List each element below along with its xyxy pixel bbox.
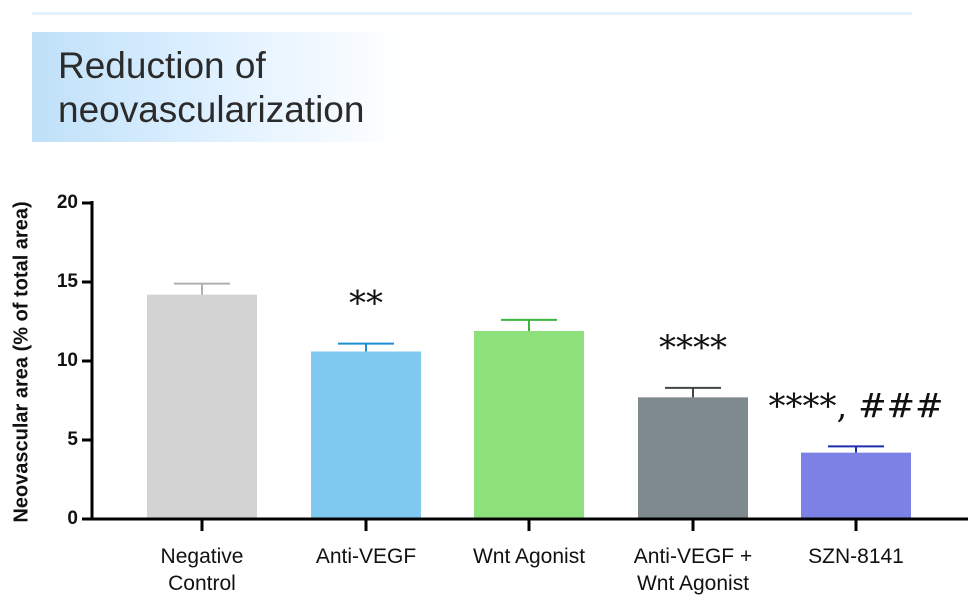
bar [801, 452, 911, 519]
x-tick-label: Wnt Agonist [472, 545, 586, 568]
y-tick-label: 10 [57, 350, 78, 371]
top-rule [32, 12, 912, 15]
significance-label: **** [659, 328, 727, 368]
x-tick-label: Negative Control [160, 545, 244, 595]
x-tick-label: Anti-VEGF + Wnt Agonist [633, 545, 753, 595]
x-tick-label: Anti-VEGF [315, 545, 417, 568]
y-tick-label: 20 [57, 192, 78, 213]
y-tick-label: 5 [67, 429, 78, 450]
x-tick-label: SZN-8141 [808, 545, 904, 568]
bar [311, 351, 421, 519]
y-tick-label: 0 [67, 508, 78, 529]
significance-label: ** [349, 284, 383, 324]
bar [638, 397, 748, 519]
y-axis-label: Neovascular area (% of total area) [10, 201, 32, 522]
bar [474, 330, 584, 519]
chart-title: Reduction of neovascularization [32, 32, 402, 142]
significance-label: ****, ### [768, 386, 943, 426]
bar [147, 294, 257, 519]
y-tick-label: 15 [57, 271, 79, 292]
